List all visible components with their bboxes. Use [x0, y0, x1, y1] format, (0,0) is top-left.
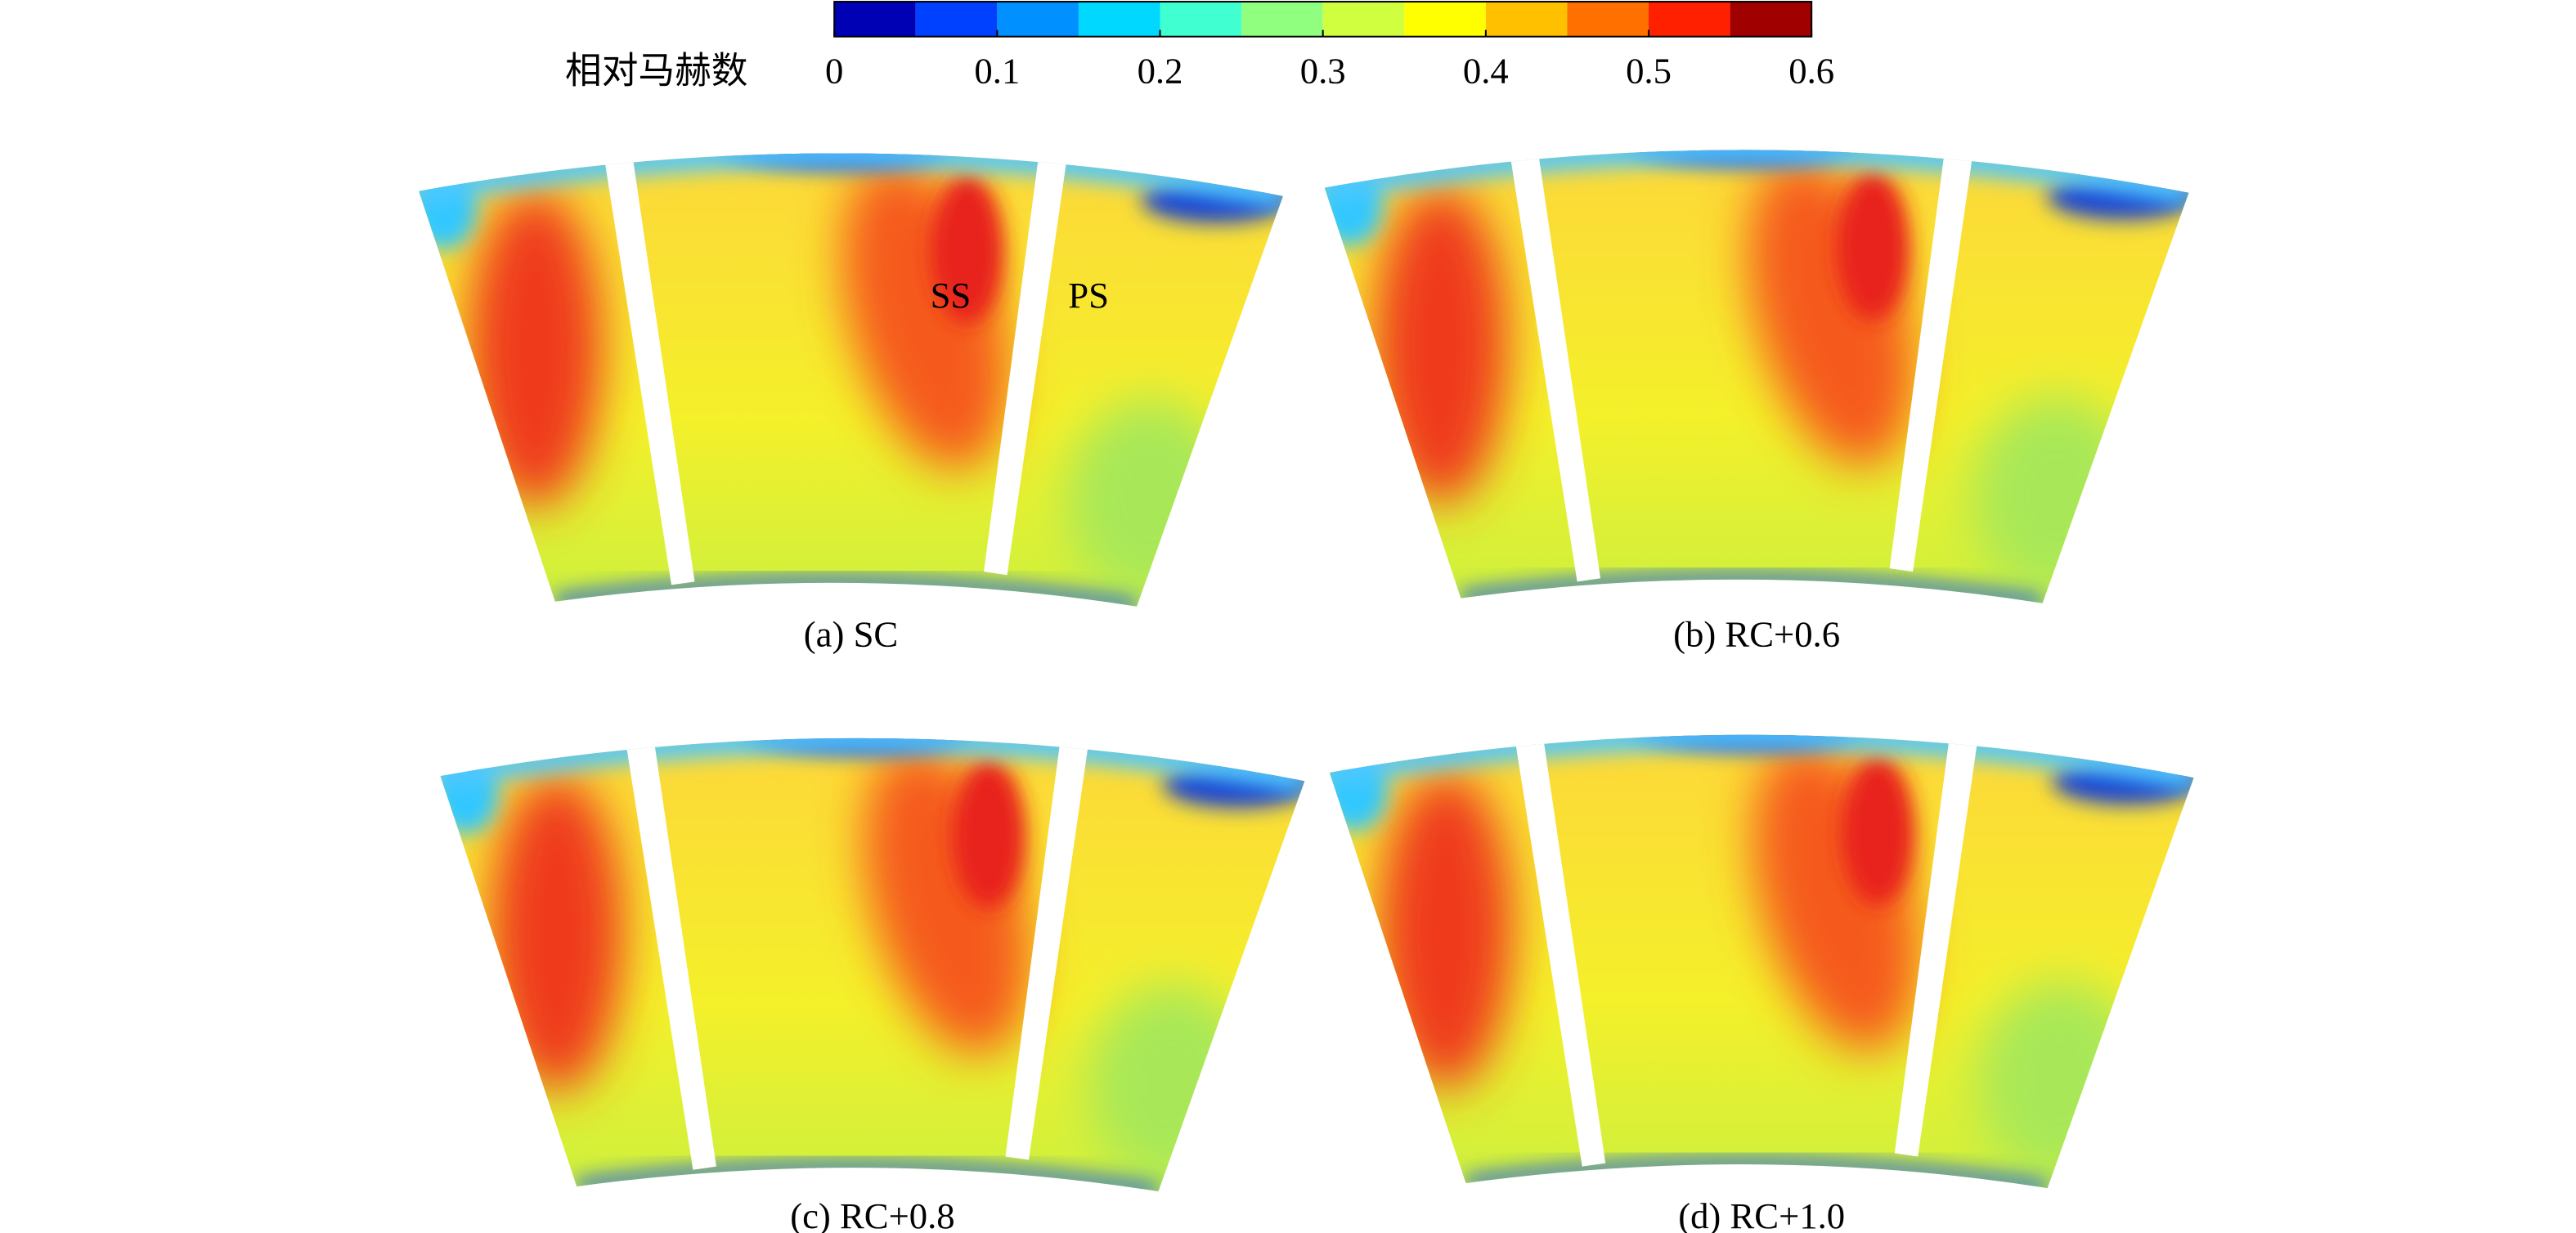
- colorbar-tick-label: 0.2: [1138, 51, 1183, 92]
- contour-panel-d: [1313, 681, 2210, 1213]
- colorbar-tick-label: 0: [825, 51, 843, 92]
- panel-caption: (a) SC: [804, 614, 898, 655]
- colorbar-tick-label: 0.6: [1788, 51, 1834, 92]
- colorbar-tick-label: 0.1: [974, 51, 1020, 92]
- contour-panel-b: [1308, 96, 2205, 628]
- colorbar: [833, 1, 1813, 38]
- colorbar-tick-label: 0.4: [1463, 51, 1509, 92]
- panel-caption: (b) RC+0.6: [1673, 614, 1840, 655]
- contour-panel-c: [424, 684, 1321, 1216]
- panel-caption: (d) RC+1.0: [1678, 1195, 1845, 1233]
- panel-caption: (c) RC+0.8: [790, 1195, 954, 1233]
- annotation-ss: SS: [931, 275, 972, 316]
- colorbar-label: 相对马赫数: [565, 51, 747, 92]
- contour-panel-a: [402, 100, 1299, 631]
- annotation-ps: PS: [1068, 275, 1109, 316]
- colorbar-tick-label: 0.3: [1300, 51, 1346, 92]
- colorbar-tick-label: 0.5: [1626, 51, 1672, 92]
